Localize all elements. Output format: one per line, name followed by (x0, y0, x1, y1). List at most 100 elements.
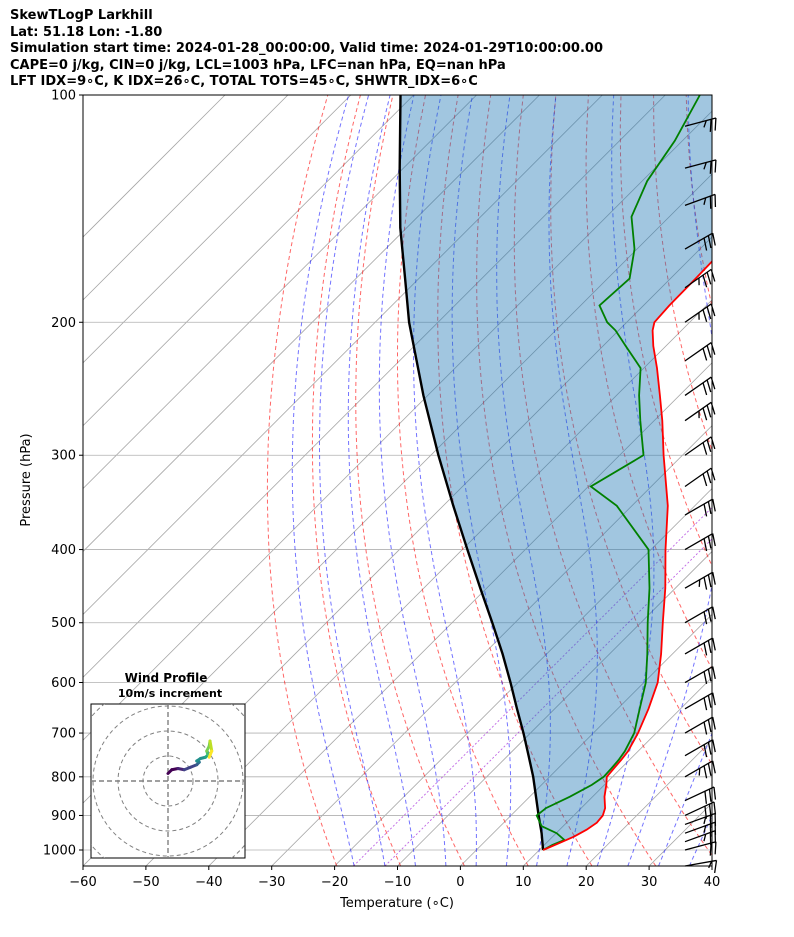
dry-adiabat-line (437, 95, 593, 866)
dry-adiabat-line (513, 95, 712, 857)
wind-barb-flag (703, 721, 708, 735)
wind-barb-flag (713, 801, 717, 815)
wind-barb-staff (684, 342, 712, 362)
isotherm-line (523, 676, 712, 866)
x-tick-label: 30 (641, 875, 658, 890)
isotherm-line (208, 362, 712, 866)
wind-barb (684, 637, 716, 656)
wind-barb-flag (713, 786, 717, 800)
dry-adiabat-line (311, 95, 402, 866)
moist-adiabat-line (548, 95, 598, 866)
wind-barb-staff (684, 467, 712, 488)
wind-barb-flag (707, 695, 712, 708)
wind-barb (684, 859, 718, 874)
wind-barb-flag (703, 825, 707, 833)
isotherm-line (271, 425, 712, 866)
x-tick-label: 0 (456, 875, 464, 890)
moist-adiabat-line (658, 731, 712, 866)
wind-barb-flag (707, 235, 712, 249)
wind-barb-flag (703, 816, 707, 825)
wind-barb-flag (714, 117, 717, 131)
wind-barb (684, 692, 716, 711)
dry-adiabat-line (751, 95, 794, 866)
x-tick-label: −50 (132, 875, 159, 890)
moist-adiabat-line (319, 95, 386, 866)
wind-barb-flag (703, 744, 708, 758)
dry-adiabat-lines (266, 95, 794, 866)
wind-barb-flag (709, 119, 712, 132)
wind-barb-flag (702, 473, 708, 487)
index-line: LFT IDX=9∘C, K IDX=26∘C, TOTAL TOTS=45∘C… (10, 74, 478, 90)
wind-barb-staff (684, 401, 712, 422)
wind-barb-flag (712, 606, 716, 620)
wind-barb-flag (703, 642, 708, 656)
moist-adiabat-line (412, 95, 477, 866)
temperature-profile-line (542, 260, 712, 851)
isotherm-line (334, 488, 712, 866)
dry-adiabat-line (784, 95, 794, 866)
x-tick-label: −30 (258, 875, 285, 890)
wind-barb-flag (712, 637, 716, 651)
wind-barb-flag (712, 716, 716, 730)
wind-barb-flag (707, 535, 712, 549)
x-axis-ticks: −60 −50 −40 −30 −20 −10 0 10 20 30 40 (69, 866, 720, 890)
wind-barb-flag (707, 763, 712, 776)
wind-barb (684, 342, 716, 362)
wind-barb-flag (706, 470, 712, 484)
y-tick-label: 900 (51, 809, 76, 824)
dry-adiabat-line (266, 95, 338, 866)
wind-barb-flag (709, 161, 712, 174)
wind-barb-flag (708, 789, 712, 802)
wind-barb-flag (703, 765, 708, 779)
x-tick-label: −40 (195, 875, 222, 890)
wind-barb-flag (714, 860, 718, 874)
wind-barb (684, 812, 717, 828)
y-tick-label: 200 (51, 316, 76, 331)
y-tick-label: 600 (51, 676, 76, 691)
wind-barb (684, 159, 717, 174)
wind-barb-flag (712, 739, 716, 753)
y-tick-label: 500 (51, 616, 76, 631)
wind-barb (684, 786, 717, 804)
wind-barb-flag (702, 407, 708, 421)
wind-barb-flag (702, 442, 708, 455)
hodograph-inset: Wind Profile 10m/s increment (90, 671, 246, 859)
moist-adiabat-line (627, 95, 712, 866)
wind-barb-flag (703, 503, 708, 517)
moist-adiabat-line (378, 95, 447, 866)
dry-adiabat-line (653, 95, 712, 452)
y-tick-label: 300 (51, 449, 76, 464)
cape-shading (399, 95, 712, 850)
parcel-profile-line (398, 95, 545, 851)
wind-barb-flag (706, 405, 712, 418)
y-tick-label: 800 (51, 770, 76, 785)
hodograph-rings (91, 704, 245, 858)
wind-barb-flag (703, 577, 708, 590)
x-axis-label: Temperature (∘C) (339, 896, 454, 911)
x-tick-label: −10 (384, 875, 411, 890)
isotherm-line (83, 95, 352, 364)
moist-adiabat-line (720, 95, 794, 866)
isotherm-line (145, 299, 712, 866)
wind-barb-flag (707, 668, 712, 682)
wind-barb-flag (707, 574, 712, 588)
dendritic-line (384, 538, 712, 866)
wind-barb-staff (684, 606, 714, 624)
hodograph-subtitle: 10m/s increment (118, 687, 222, 700)
cape-fill-area (399, 95, 712, 850)
dry-adiabat-line (355, 95, 465, 866)
wind-barb-flag (703, 538, 708, 552)
hodograph-segment (208, 739, 214, 753)
wind-barb-flag (703, 671, 708, 685)
wind-barb-flag (714, 159, 717, 173)
wind-barb (684, 232, 716, 251)
wind-barb (684, 436, 716, 456)
wind-barb-flag (712, 692, 716, 706)
wind-barb-flag (702, 309, 708, 322)
dry-adiabat-line (719, 95, 794, 866)
wind-barb (684, 498, 716, 517)
dewpoint-profile-line (535, 95, 701, 851)
wind-barb-flag (703, 162, 707, 170)
wind-barb (684, 117, 717, 132)
